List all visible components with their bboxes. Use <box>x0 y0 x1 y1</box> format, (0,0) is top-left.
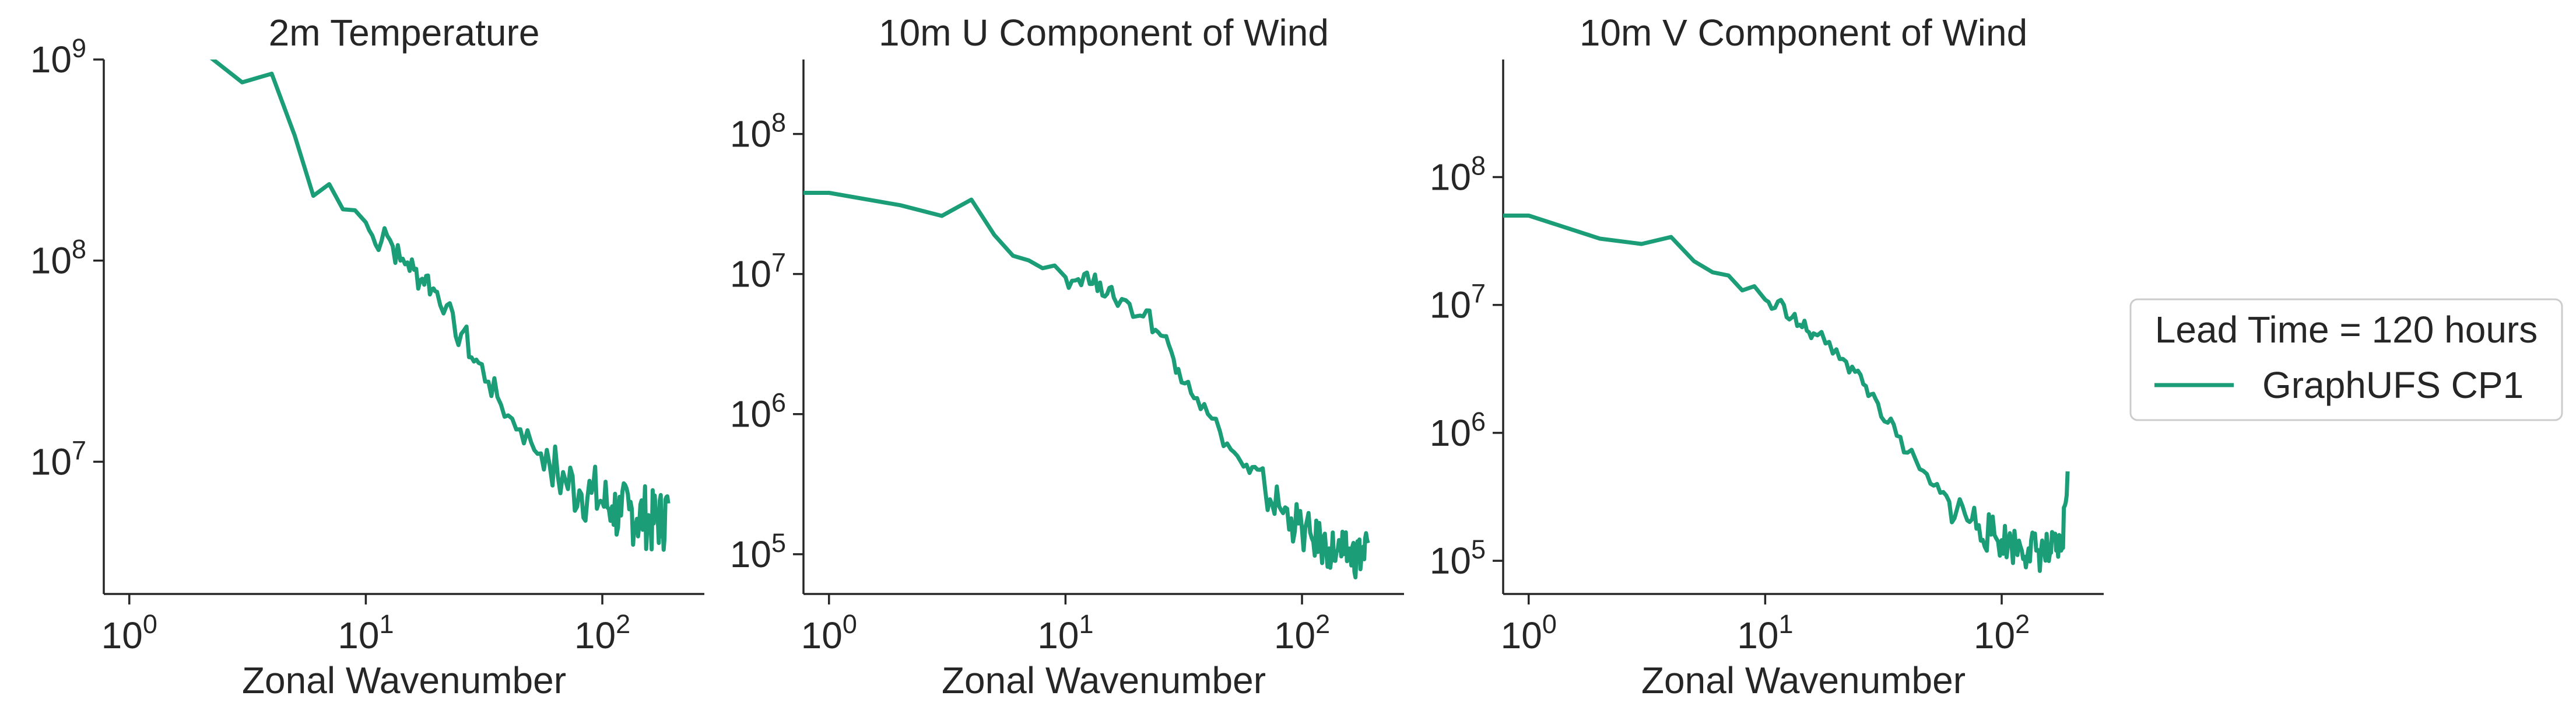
chart-panel: 10m U Component of Wind 100 101 102 105 106 10… <box>730 12 1404 701</box>
y-tick-label: 109 <box>30 33 86 81</box>
y-tick-label: 105 <box>1430 534 1486 582</box>
legend-box <box>2129 298 2563 421</box>
x-tick-label: 101 <box>1737 609 1793 656</box>
series-line <box>1503 214 2070 573</box>
x-axis-label: Zonal Wavenumber <box>942 659 1266 701</box>
chart-panel: 2m Temperature 100 101 102 107 108 109 Zonal Wa… <box>30 12 704 701</box>
series-line <box>209 60 671 552</box>
series-line <box>803 191 1370 579</box>
x-tick-label: 102 <box>1274 609 1330 656</box>
y-tick-label: 106 <box>1430 407 1486 454</box>
panel-title: 10m U Component of Wind <box>879 12 1329 54</box>
x-tick-label: 102 <box>1974 609 2030 656</box>
x-tick-label: 101 <box>338 609 394 656</box>
panel-title: 10m V Component of Wind <box>1580 12 2027 54</box>
x-axis-label: Zonal Wavenumber <box>1641 659 1966 701</box>
y-tick-label: 106 <box>730 388 786 435</box>
y-tick-label: 107 <box>1430 279 1486 326</box>
legend-series-label: GraphUFS CP1 <box>2262 364 2524 406</box>
x-tick-label: 101 <box>1037 609 1093 656</box>
y-tick-label: 108 <box>30 235 86 282</box>
y-tick-label: 105 <box>730 528 786 575</box>
y-tick-label: 107 <box>730 248 786 295</box>
chart-panel: 10m V Component of Wind 100 101 102 105 106 10… <box>1430 12 2104 701</box>
legend: Lead Time = 120 hours GraphUFS CP1 <box>2129 298 2563 421</box>
x-tick-label: 100 <box>801 609 857 656</box>
legend-title: Lead Time = 120 hours <box>2155 309 2538 351</box>
y-tick-label: 107 <box>30 435 86 483</box>
x-tick-label: 100 <box>101 609 157 656</box>
x-axis-label: Zonal Wavenumber <box>242 659 566 701</box>
x-tick-label: 100 <box>1501 609 1557 656</box>
panel-title: 2m Temperature <box>269 12 540 54</box>
x-tick-label: 102 <box>574 609 630 656</box>
y-tick-label: 108 <box>1430 151 1486 198</box>
y-tick-label: 108 <box>730 108 786 155</box>
